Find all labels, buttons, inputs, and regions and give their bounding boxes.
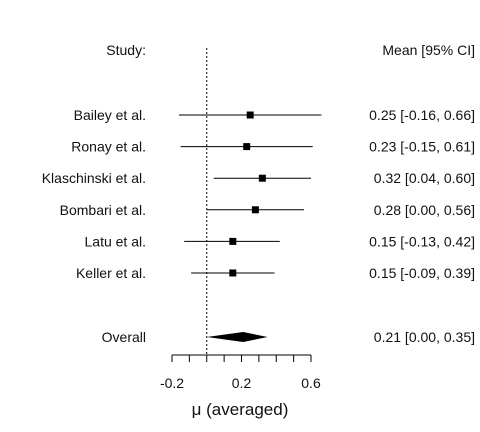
overall-diamond: [207, 332, 268, 342]
estimate-label: 0.15 [-0.13, 0.42]: [369, 233, 475, 249]
x-axis: -0.2 0.2 0.6: [160, 355, 321, 391]
study-column-header: Study:: [106, 42, 146, 58]
study-name: Bailey et al.: [74, 107, 146, 123]
x-tick-label: -0.2: [160, 375, 184, 391]
estimate-label: 0.15 [-0.09, 0.39]: [369, 265, 475, 281]
overall-name: Overall: [102, 329, 146, 345]
study-name: Bombari et al.: [60, 202, 146, 218]
study-name: Latu et al.: [85, 233, 147, 249]
study-name: Klaschinski et al.: [42, 170, 146, 186]
estimate-label: 0.28 [0.00, 0.56]: [374, 202, 475, 218]
point-estimate: [243, 143, 250, 150]
overall-estimate-label: 0.21 [0.00, 0.35]: [374, 329, 475, 345]
point-estimate: [252, 206, 259, 213]
estimate-column-header: Mean [95% CI]: [382, 42, 475, 58]
estimate-label: 0.23 [-0.15, 0.61]: [369, 139, 475, 155]
x-axis-label: μ (averaged): [192, 400, 289, 419]
point-estimate: [259, 175, 266, 182]
x-tick-label: 0.6: [301, 375, 321, 391]
study-name: Ronay et al.: [71, 139, 146, 155]
estimate-label: 0.25 [-0.16, 0.66]: [369, 107, 475, 123]
estimate-label: 0.32 [0.04, 0.60]: [374, 170, 475, 186]
plot-area: Bailey et al. 0.25 [-0.16, 0.66] Ronay et …: [42, 48, 475, 355]
point-estimate: [229, 238, 236, 245]
study-name: Keller et al.: [76, 265, 146, 281]
point-estimate: [247, 112, 254, 119]
x-tick-label: 0.2: [232, 375, 252, 391]
point-estimate: [229, 270, 236, 277]
